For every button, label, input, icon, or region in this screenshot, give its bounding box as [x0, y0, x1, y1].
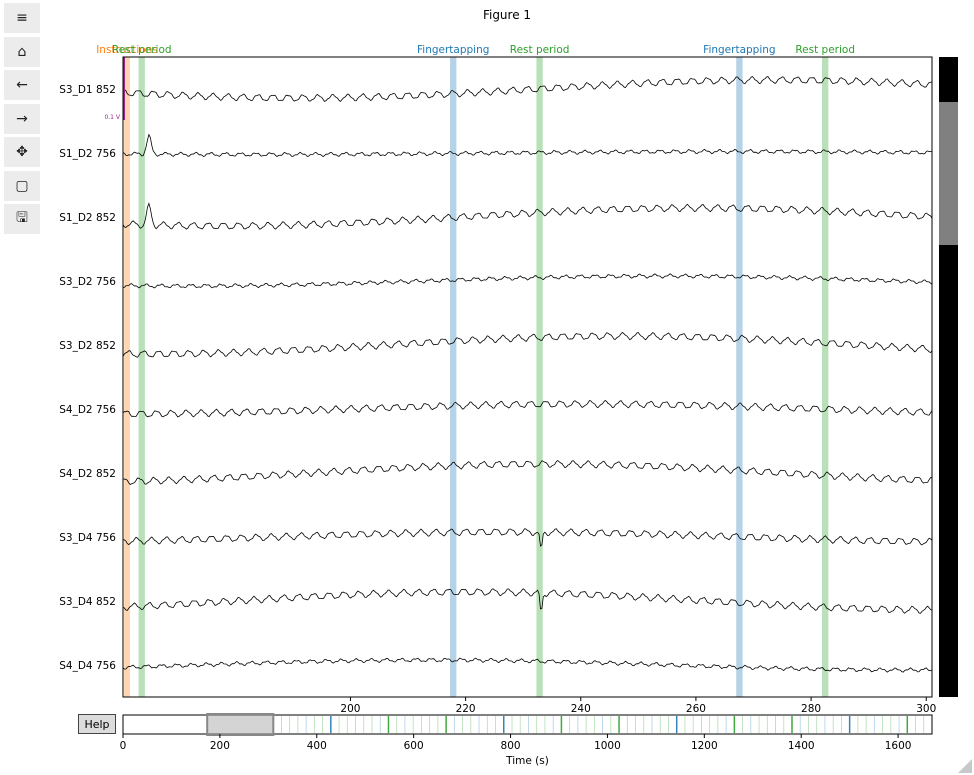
vertical-scroll-thumb	[939, 102, 958, 245]
pan-button[interactable]: ✥	[4, 137, 40, 167]
home-icon: ⌂	[17, 43, 27, 60]
figure-title: Figure 1	[482, 8, 532, 22]
plot-frame	[122, 56, 933, 698]
channel-label-4: S3_D2 852	[59, 340, 116, 352]
channel-trace-5	[122, 399, 933, 418]
timeline-view-window	[206, 713, 275, 736]
resize-grip[interactable]	[958, 759, 972, 773]
menu-button[interactable]: ≡	[4, 3, 40, 33]
annotation-band-1	[138, 57, 145, 697]
annotation-label-3: Rest period	[510, 44, 570, 56]
x-tick-label-5: 300	[916, 703, 936, 715]
x-tick-label-1: 220	[456, 703, 476, 715]
annotation-label-0: Instructions	[96, 44, 158, 56]
timeline-tick-label-0: 0	[120, 740, 127, 752]
channel-trace-3	[122, 273, 933, 289]
channel-label-6: S4_D2 852	[59, 468, 116, 480]
channel-label-5: S4_D2 756	[59, 404, 116, 416]
save-button[interactable]: 🖫	[4, 204, 40, 234]
channel-label-7: S3_D4 756	[59, 532, 116, 544]
annotation-band-3	[536, 57, 543, 697]
x-tick-label-2: 240	[571, 703, 591, 715]
annotation-label-4: Fingertapping	[703, 44, 775, 56]
timeline-tick-label-6: 1200	[691, 740, 718, 752]
save-icon: 🖫	[16, 210, 28, 226]
channel-trace-1	[122, 133, 933, 158]
annotation-label-1: Rest period	[112, 44, 172, 56]
pan-icon: ✥	[16, 144, 28, 160]
timeline-xlabel: Time (s)	[505, 755, 549, 767]
channel-trace-4	[122, 331, 933, 358]
timeline-tick-label-5: 1000	[594, 740, 621, 752]
channel-label-3: S3_D2 756	[59, 276, 116, 288]
timeline-tick-label-7: 1400	[788, 740, 815, 752]
timeline-tick-label-4: 800	[501, 740, 521, 752]
timeline-tick-label-3: 600	[404, 740, 424, 752]
x-tick-label-0: 200	[340, 703, 360, 715]
timeline-frame	[122, 714, 933, 735]
channel-trace-6	[122, 459, 933, 485]
channel-label-8: S3_D4 852	[59, 596, 116, 608]
back-button[interactable]: ←	[4, 70, 40, 100]
scale-bar-label: 0.1 V	[104, 114, 120, 121]
home-button[interactable]: ⌂	[4, 36, 40, 67]
annotation-band-5	[822, 57, 829, 697]
channel-label-0: S3_D1 852	[59, 84, 116, 96]
x-tick-label-4: 280	[801, 703, 821, 715]
toolbar: ≡ ⌂ ← → ✥ ▢ 🖫	[4, 3, 42, 238]
channel-label-9: S4_D4 756	[59, 660, 116, 672]
annotation-label-5: Rest period	[795, 44, 855, 56]
channel-trace-8	[122, 588, 933, 614]
channel-label-2: S1_D2 852	[59, 212, 116, 224]
annotation-band-0	[124, 57, 130, 697]
menu-icon: ≡	[16, 10, 28, 26]
annotation-label-2: Fingertapping	[417, 44, 489, 56]
back-icon: ←	[16, 77, 28, 93]
channel-trace-9	[122, 657, 933, 673]
timeline-tick-label-8: 1600	[885, 740, 912, 752]
zoom-rect-icon: ▢	[15, 177, 29, 194]
channel-label-1: S1_D2 756	[59, 148, 116, 160]
zoom-rect-button[interactable]: ▢	[4, 170, 40, 201]
channel-trace-7	[122, 528, 933, 547]
annotation-band-2	[450, 57, 457, 697]
annotation-band-4	[736, 57, 743, 697]
x-tick-label-3: 260	[686, 703, 706, 715]
timeline-tick-label-2: 400	[307, 740, 327, 752]
forward-button[interactable]: →	[4, 103, 40, 134]
forward-icon: →	[16, 110, 28, 127]
channel-trace-2	[122, 202, 933, 230]
timeline-tick-label-1: 200	[210, 740, 230, 752]
channel-trace-0	[122, 75, 933, 102]
help-button[interactable]: Help	[78, 714, 116, 734]
